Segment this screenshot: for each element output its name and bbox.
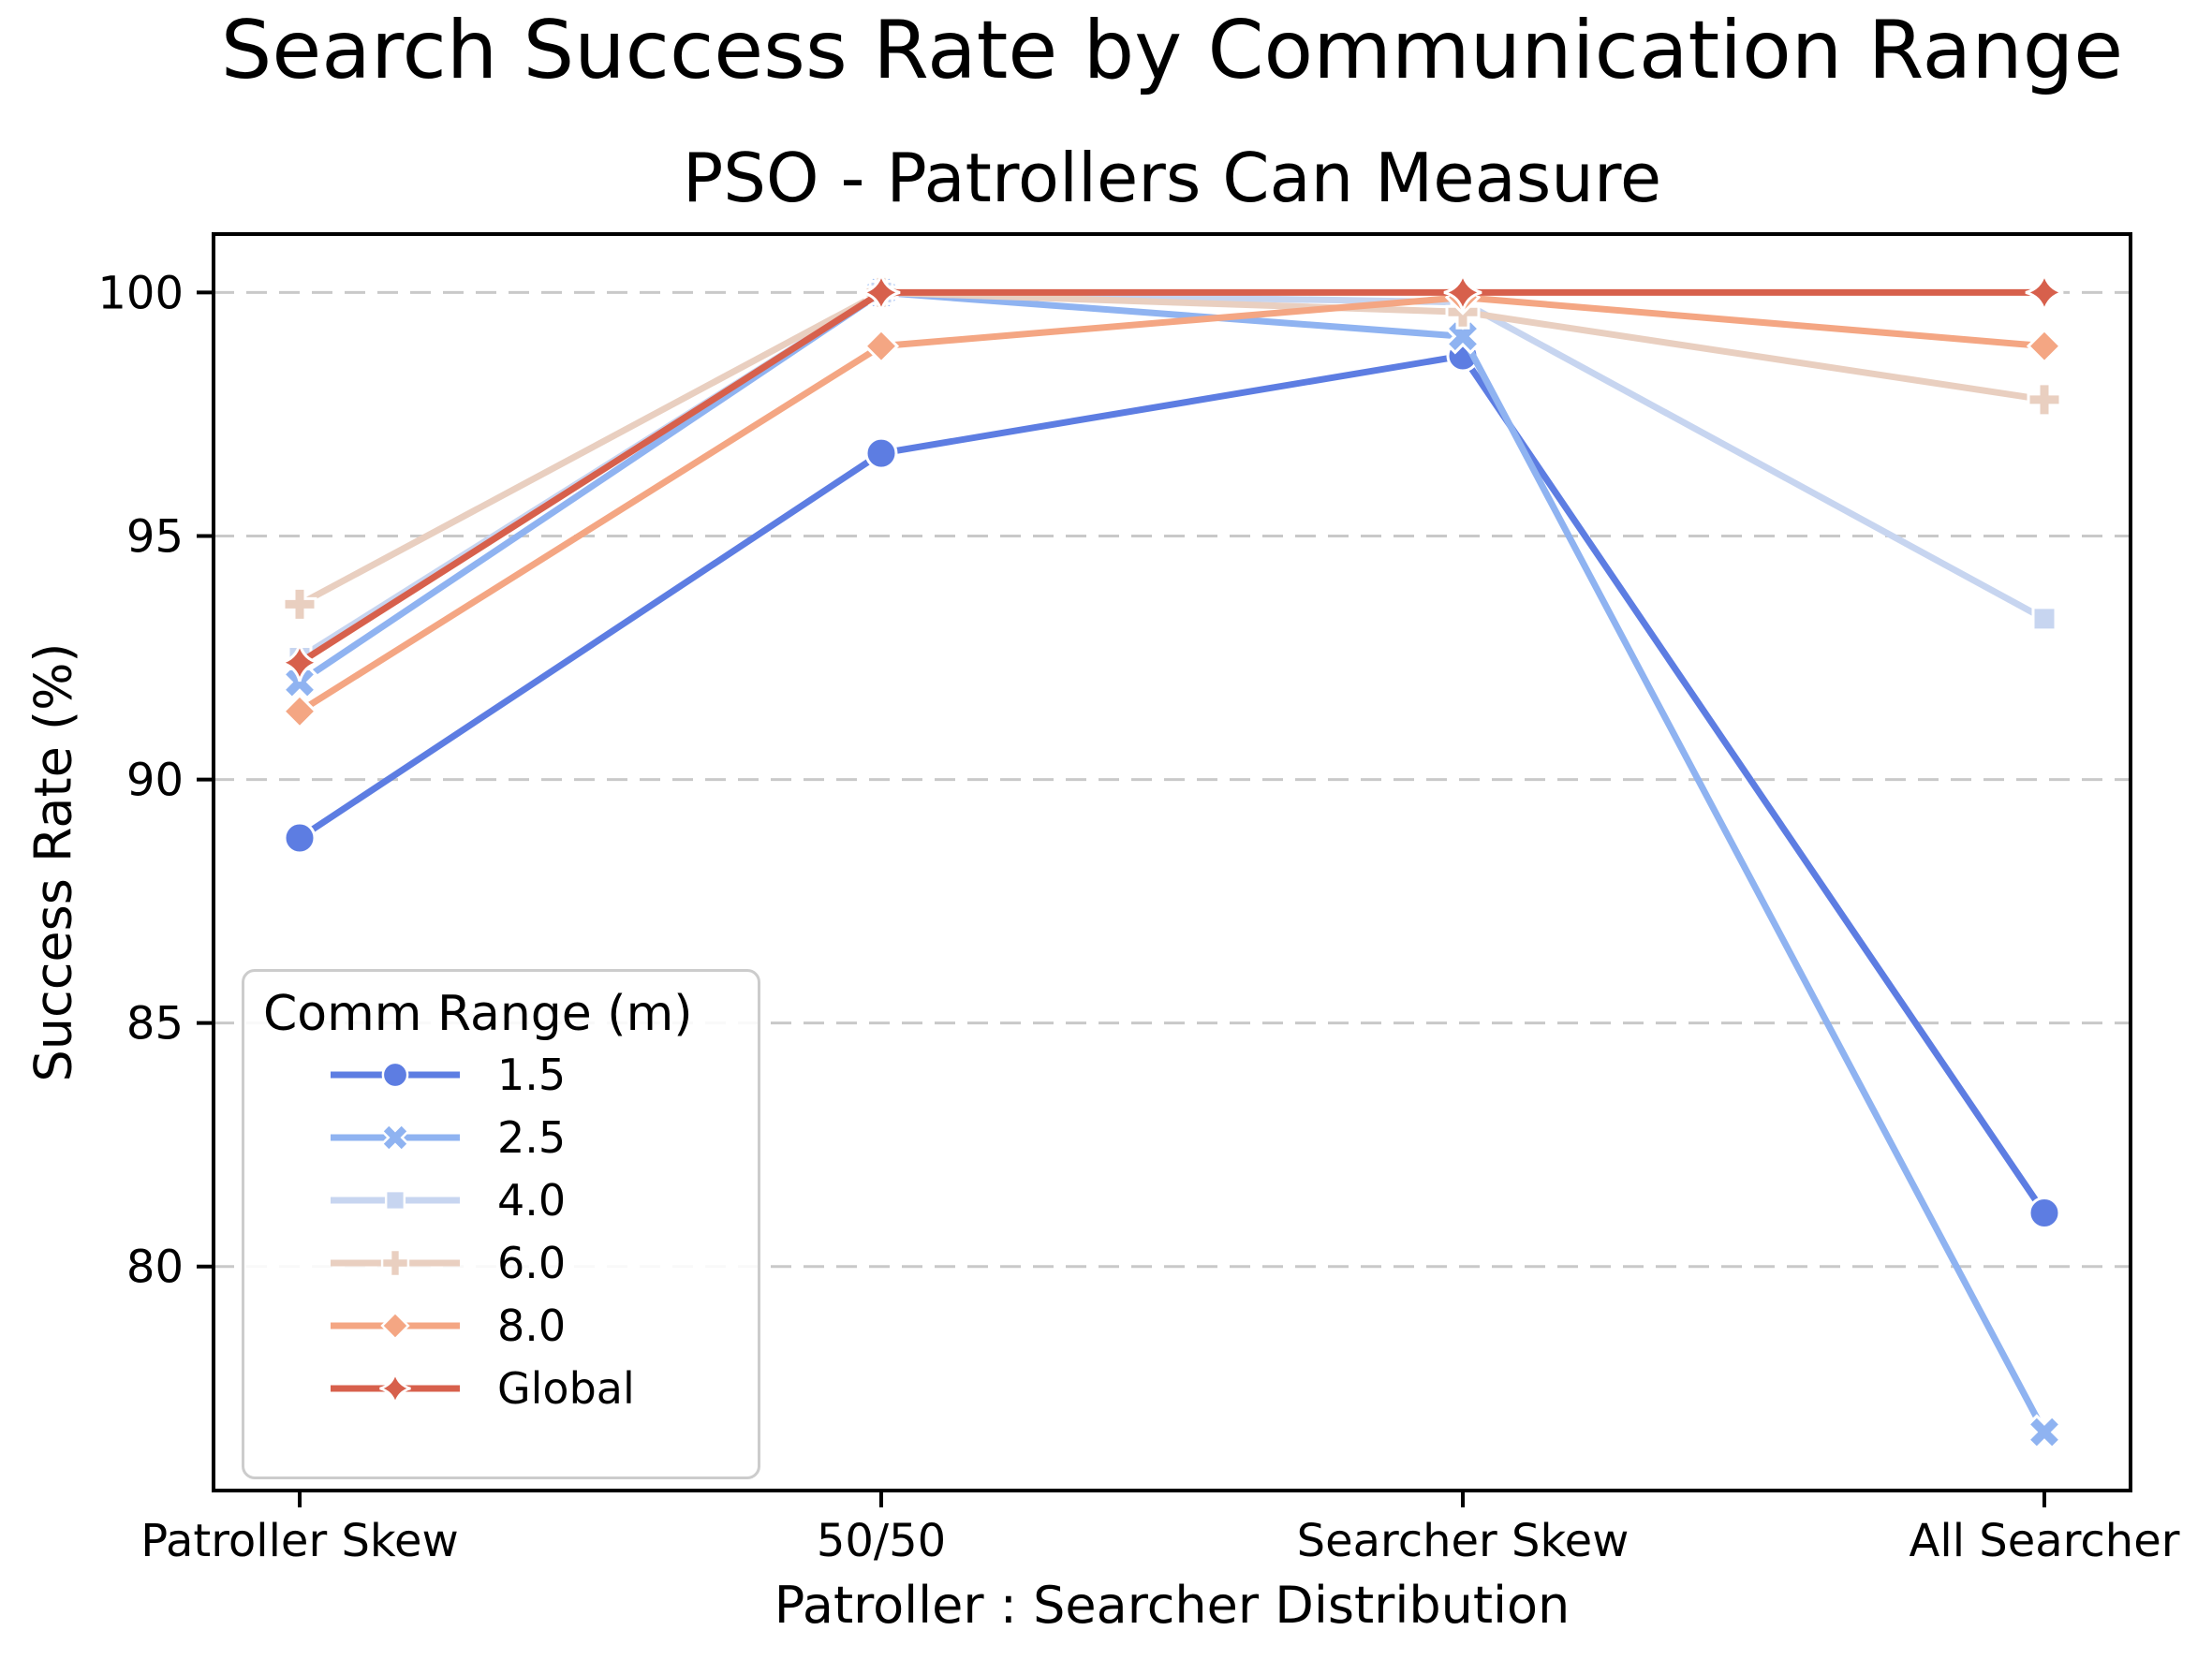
- x-axis-label: Patroller : Searcher Distribution: [774, 1576, 1571, 1635]
- legend: Comm Range (m) 1.5 2.5 4.0 6.0 8.0 Global: [242, 969, 760, 1479]
- data-point-8.0-Patroller Skew: [281, 693, 318, 729]
- data-point-2.5-All Searcher: [2026, 1414, 2063, 1450]
- data-point-Global-All Searcher: [2025, 273, 2064, 312]
- data-point-4.0-All Searcher: [2031, 606, 2057, 632]
- legend-item-8.0: 8.0: [263, 1294, 758, 1357]
- series-line-1.5: [298, 352, 2047, 1215]
- axes-spines: [212, 232, 2132, 1492]
- legend-title: Comm Range (m): [263, 986, 693, 1042]
- chart-subtitle: PSO - Patrollers Can Measure: [682, 139, 1662, 217]
- legend-label-1.5: 1.5: [497, 1049, 567, 1100]
- y-axis-label: Success Rate (%): [23, 642, 83, 1082]
- series-2.5: [281, 274, 2063, 1450]
- y-tick-label-85: 85: [126, 998, 184, 1050]
- legend-label-Global: Global: [497, 1362, 635, 1414]
- data-point-8.0-All Searcher: [2026, 328, 2063, 364]
- legend-label-8.0: 8.0: [497, 1300, 567, 1351]
- legend-items: 1.5 2.5 4.0 6.0 8.0 Global: [263, 1043, 758, 1419]
- y-tick-label-80: 80: [126, 1241, 184, 1294]
- legend-item-Global: Global: [263, 1357, 758, 1419]
- series-line-4.0: [298, 288, 2046, 661]
- data-point-1.5-All Searcher: [2028, 1197, 2061, 1230]
- x-tick-label: 50/50: [817, 1515, 946, 1567]
- data-point-6.0-Patroller Skew: [282, 586, 317, 622]
- series-line-8.0: [298, 294, 2045, 714]
- data-point-1.5-50/50: [864, 436, 898, 470]
- legend-marker-Global: [331, 1372, 460, 1404]
- data-point-2.5-Searcher Skew: [1444, 317, 1482, 355]
- data-point-1.5-Patroller Skew: [283, 821, 317, 855]
- legend-marker-6.0: [331, 1248, 460, 1277]
- chart-title: Search Success Rate by Communication Ran…: [220, 4, 2124, 97]
- data-point-8.0-50/50: [863, 328, 900, 364]
- x-tick-label: Patroller Skew: [140, 1515, 459, 1567]
- data-point-Global-Searcher Skew: [1443, 273, 1482, 312]
- x-tick-label: All Searcher: [1910, 1515, 2180, 1567]
- legend-item-4.0: 4.0: [263, 1168, 758, 1231]
- legend-item-2.5: 2.5: [263, 1106, 758, 1168]
- series-Global: [280, 273, 2064, 683]
- y-tick-label-90: 90: [126, 755, 184, 807]
- legend-marker-8.0: [331, 1310, 460, 1341]
- legend-item-6.0: 6.0: [263, 1231, 758, 1294]
- legend-marker-4.0: [331, 1189, 460, 1211]
- legend-marker-1.5: [331, 1061, 460, 1088]
- legend-item-1.5: 1.5: [263, 1043, 758, 1106]
- x-tick-label: Searcher Skew: [1297, 1515, 1630, 1567]
- data-point-Global-50/50: [862, 273, 901, 312]
- series-4.0: [287, 279, 2057, 671]
- data-point-Global-Patroller Skew: [280, 643, 319, 683]
- legend-label-4.0: 4.0: [497, 1174, 567, 1226]
- series-line-6.0: [298, 288, 2045, 608]
- y-tick-label-95: 95: [126, 510, 184, 563]
- y-tick-label-100: 100: [97, 267, 184, 319]
- series-line-Global: [298, 288, 2044, 666]
- data-point-6.0-All Searcher: [2027, 382, 2062, 418]
- series-line-2.5: [298, 288, 2048, 1434]
- series-1.5: [283, 339, 2061, 1230]
- legend-marker-2.5: [331, 1122, 460, 1153]
- legend-label-2.5: 2.5: [497, 1111, 567, 1163]
- legend-label-6.0: 6.0: [497, 1237, 567, 1288]
